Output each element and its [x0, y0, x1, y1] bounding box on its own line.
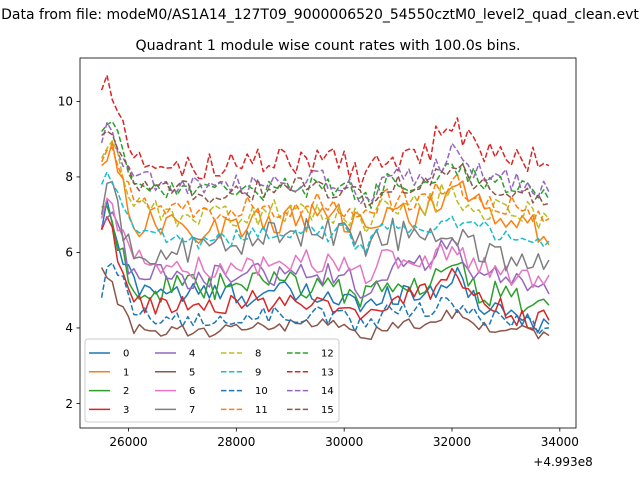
legend-label-4: 4 [189, 349, 195, 360]
series-line-5 [100, 267, 550, 341]
chart-suptitle: Data from file: modeM0/AS1A14_127T09_900… [1, 7, 639, 23]
y-tick-label: 6 [65, 246, 73, 260]
series-line-14 [100, 122, 550, 205]
legend-label-2: 2 [123, 386, 129, 397]
legend-box [84, 338, 340, 423]
series-line-11 [100, 147, 550, 223]
plot-frame [79, 57, 577, 429]
y-tick-label: 4 [65, 321, 73, 335]
series-line-9 [100, 171, 550, 254]
y-tick-label: 8 [65, 170, 73, 184]
series-line-15 [101, 130, 550, 208]
legend-label-8: 8 [255, 349, 261, 360]
chart-title: Quadrant 1 module wise count rates with … [135, 38, 520, 54]
y-tick-label: 2 [65, 397, 73, 411]
legend-label-12: 12 [321, 349, 334, 360]
x-tick-label: 32000 [433, 435, 471, 449]
x-axis-offset-label: +4.993e8 [533, 455, 592, 469]
x-tick-label: 26000 [109, 435, 147, 449]
legend-label-1: 1 [123, 367, 129, 378]
y-tick-label: 10 [58, 95, 73, 109]
legend-label-14: 14 [321, 386, 334, 397]
series-line-0 [100, 199, 550, 333]
series-line-6 [100, 197, 550, 289]
series-line-12 [101, 120, 550, 209]
series-line-4 [100, 211, 550, 299]
x-axis: 26000 28000 30000 32000 34000 [109, 428, 579, 449]
legend-label-3: 3 [123, 405, 129, 416]
series-line-3 [100, 216, 550, 331]
legend-label-13: 13 [321, 367, 334, 378]
legend-label-6: 6 [189, 386, 195, 397]
legend-label-15: 15 [321, 405, 334, 416]
series-line-13 [100, 74, 550, 189]
series-line-10 [100, 262, 550, 336]
x-tick-label: 30000 [325, 435, 363, 449]
y-axis: 2 4 6 8 10 [58, 95, 80, 411]
legend-label-11: 11 [255, 405, 268, 416]
series-lines [100, 74, 550, 341]
series-line-2 [101, 205, 550, 314]
series-line-8 [100, 140, 550, 234]
x-tick-label: 28000 [217, 435, 255, 449]
legend-label-5: 5 [189, 367, 195, 378]
legend-label-9: 9 [255, 367, 261, 378]
legend-label-7: 7 [189, 405, 195, 416]
legend-label-10: 10 [255, 386, 268, 397]
series-line-7 [100, 180, 550, 272]
series-line-1 [101, 141, 550, 246]
legend-label-0: 0 [123, 349, 129, 360]
x-tick-label: 34000 [541, 435, 579, 449]
